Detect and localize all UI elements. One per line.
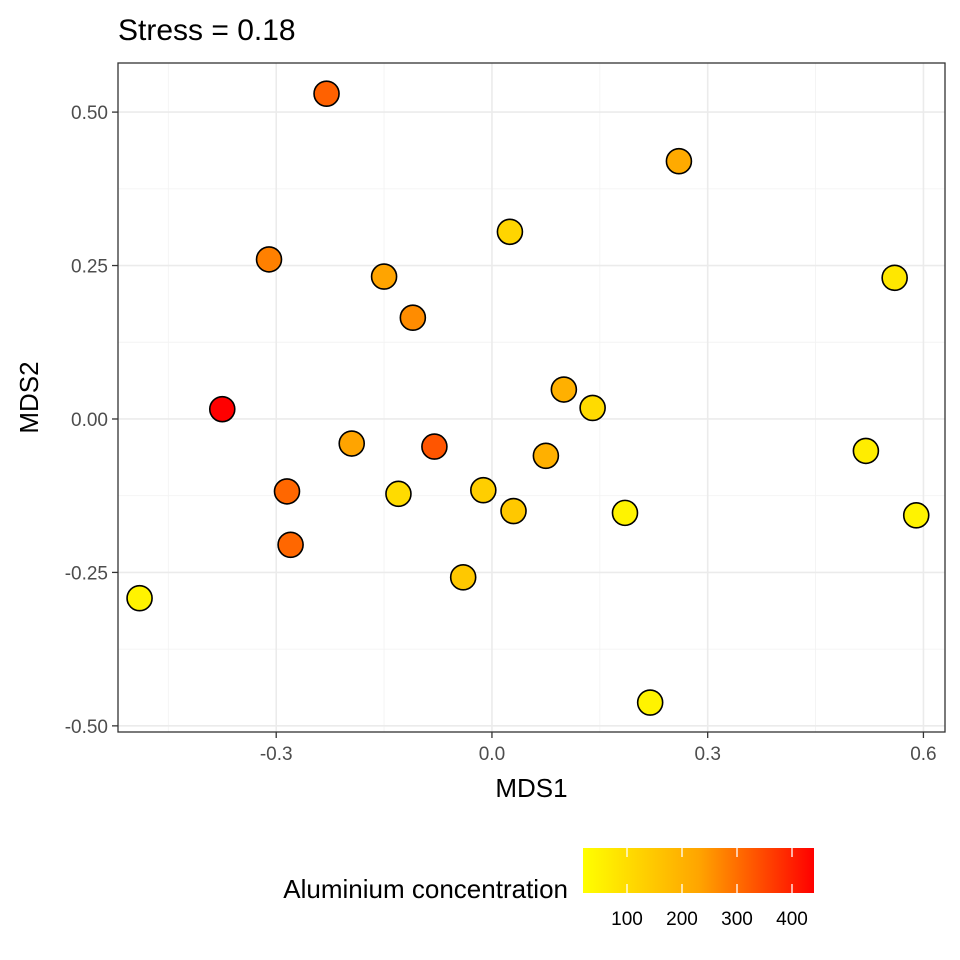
data-point-2 (496, 218, 524, 246)
legend-tick-label-1: 200 (666, 909, 698, 930)
x-tick-label-2: 0.3 (694, 744, 720, 765)
y-tick-label-0: -0.50 (65, 717, 108, 738)
x-tick-label-3: 0.6 (910, 744, 936, 765)
plot-panel (118, 63, 945, 732)
data-point-14 (273, 478, 301, 505)
y-tick-label-1: -0.25 (65, 563, 108, 584)
x-axis-title: MDS1 (495, 773, 567, 803)
y-axis-title: MDS2 (14, 361, 44, 433)
panel-border (117, 62, 946, 733)
legend-tick-label-0: 100 (611, 909, 643, 930)
data-point-17 (500, 497, 527, 525)
data-point-18 (611, 499, 639, 527)
data-point-20 (277, 531, 304, 559)
data-point-21 (449, 564, 477, 591)
data-point-11 (421, 433, 448, 460)
data-point-7 (550, 376, 578, 403)
y-tick-label-4: 0.50 (71, 103, 108, 124)
data-point-19 (902, 502, 930, 529)
data-point-0 (313, 80, 340, 107)
data-point-4 (370, 263, 398, 290)
legend-ticks: 100 200 300 400 (611, 848, 808, 930)
y-tick-label-3: 0.25 (71, 257, 108, 278)
data-point-6 (399, 304, 427, 332)
data-point-8 (579, 394, 606, 422)
legend-tick-label-2: 300 (721, 909, 753, 930)
data-point-22 (126, 584, 153, 612)
legend: Aluminium concentration 100 200 300 400 (283, 848, 814, 930)
x-tick-label-0: -0.3 (260, 744, 293, 765)
x-tick-label-1: 0.0 (479, 744, 505, 765)
gridlines (118, 63, 945, 732)
data-point-5 (881, 264, 908, 292)
data-point-12 (532, 442, 560, 470)
data-point-16 (470, 476, 497, 504)
chart-title: Stress = 0.18 (118, 14, 296, 47)
legend-tick-label-3: 400 (776, 909, 808, 930)
data-point-9 (208, 395, 236, 423)
legend-colorbar (583, 848, 814, 893)
x-axis: -0.3 0.0 0.3 0.6 (260, 732, 937, 765)
data-points (126, 80, 930, 716)
data-point-15 (385, 480, 412, 508)
data-point-23 (636, 689, 664, 716)
data-point-13 (852, 437, 880, 465)
y-axis: -0.50 -0.25 0.00 0.25 0.50 (65, 103, 118, 738)
data-point-1 (665, 147, 693, 175)
data-point-3 (255, 246, 283, 273)
data-point-10 (338, 430, 366, 457)
y-tick-label-2: 0.00 (71, 410, 108, 431)
legend-title: Aluminium concentration (283, 874, 568, 904)
